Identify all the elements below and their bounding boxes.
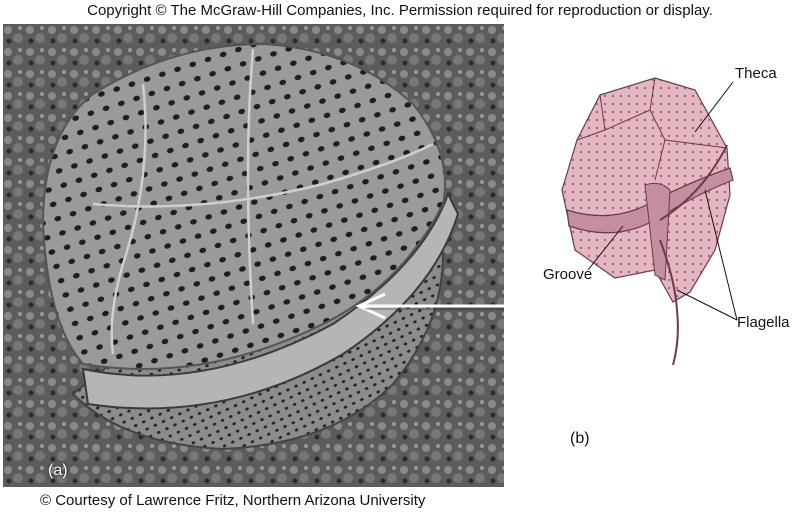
- sem-micrograph: [3, 24, 504, 487]
- copyright-notice: Copyright © The McGraw-Hill Companies, I…: [87, 2, 713, 19]
- panel-label-a: (a): [48, 462, 68, 479]
- label-flagella: Flagella: [737, 314, 790, 331]
- dinoflagellate-illustration: [561, 77, 738, 366]
- panel-label-b: (b): [570, 430, 590, 447]
- photo-credit: © Courtesy of Lawrence Fritz, Northern A…: [40, 492, 426, 509]
- label-theca: Theca: [735, 65, 777, 82]
- label-groove: Groove: [543, 266, 593, 283]
